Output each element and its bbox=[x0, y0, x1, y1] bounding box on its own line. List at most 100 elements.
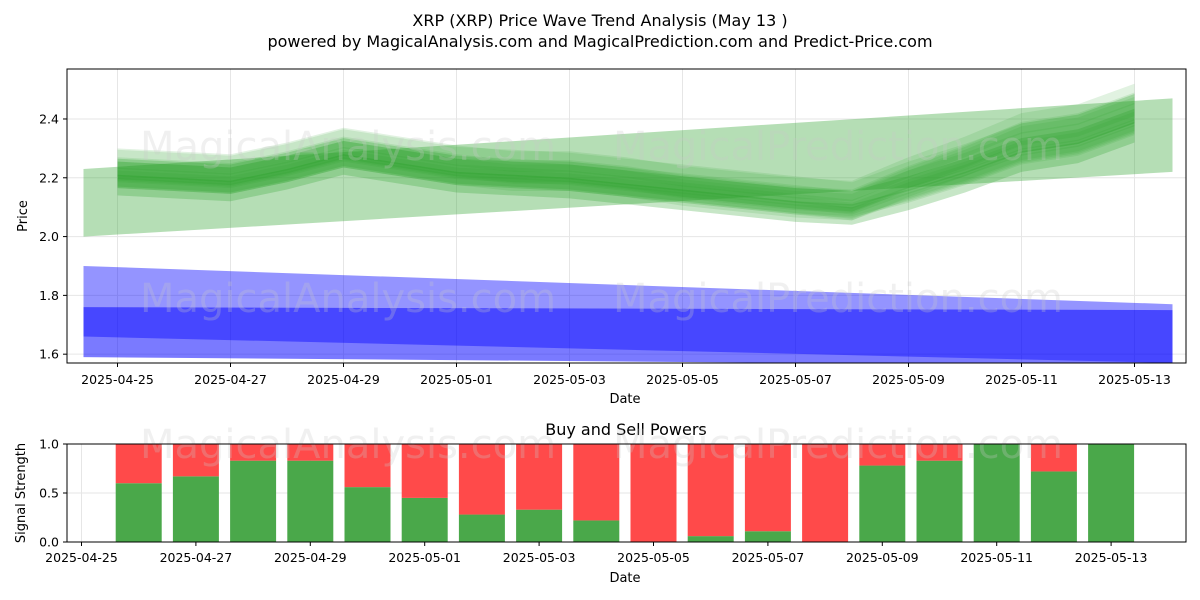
price-x-tick-label: 2025-05-01 bbox=[420, 372, 493, 387]
buy-power-bar bbox=[115, 483, 162, 542]
buy-power-bar bbox=[973, 444, 1020, 542]
price-x-tick-label: 2025-04-29 bbox=[307, 372, 380, 387]
signal-x-tick-label: 2025-05-03 bbox=[503, 550, 576, 565]
green-wave-ribbon bbox=[117, 92, 1135, 202]
price-x-tick-label: 2025-05-07 bbox=[759, 372, 832, 387]
price-y-axis-label: Price bbox=[16, 200, 31, 232]
signal-x-tick-label: 2025-05-13 bbox=[1075, 550, 1148, 565]
green-wave-ribbon bbox=[117, 108, 1135, 206]
buy-power-bar bbox=[458, 514, 505, 542]
signal-chart-title: Buy and Sell Powers bbox=[545, 420, 707, 439]
sell-power-bar bbox=[401, 444, 448, 498]
price-waves bbox=[117, 83, 1135, 225]
buy-power-bar bbox=[516, 509, 563, 542]
price-y-tick-label: 1.8 bbox=[39, 288, 59, 303]
watermark-text: MagicalPrediction.com bbox=[613, 276, 1063, 322]
buy-power-bar bbox=[687, 536, 734, 542]
buy-power-bar bbox=[916, 460, 963, 542]
green-wave-ribbon bbox=[117, 96, 1135, 221]
buy-power-bar bbox=[344, 487, 391, 542]
sell-power-bar bbox=[859, 444, 906, 466]
buy-power-bar bbox=[287, 460, 334, 542]
price-bands bbox=[83, 98, 1173, 363]
signal-y-axis-label: Signal Strength bbox=[14, 443, 29, 543]
buy-power-bar bbox=[401, 497, 448, 542]
price-x-tick-label: 2025-05-11 bbox=[985, 372, 1058, 387]
sell-power-bar bbox=[172, 444, 219, 477]
signal-x-tick-label: 2025-05-01 bbox=[388, 550, 461, 565]
sell-power-bar bbox=[115, 444, 162, 484]
buy-power-bar bbox=[744, 531, 791, 542]
green-wave-ribbon bbox=[117, 124, 1135, 225]
chart-subtitle: powered by MagicalAnalysis.com and Magic… bbox=[267, 32, 932, 51]
signal-x-tick-label: 2025-04-29 bbox=[274, 550, 347, 565]
price-x-tick-label: 2025-05-13 bbox=[1098, 372, 1171, 387]
price-x-tick-label: 2025-05-09 bbox=[872, 372, 945, 387]
price-y-tick-label: 2.0 bbox=[39, 229, 59, 244]
sell-power-bar bbox=[458, 444, 505, 515]
price-y-tick-label: 2.2 bbox=[39, 170, 59, 185]
sell-power-bar bbox=[630, 444, 677, 542]
buy-power-bar bbox=[1088, 444, 1135, 542]
price-x-tick-label: 2025-04-25 bbox=[81, 372, 154, 387]
green-trend-band bbox=[83, 98, 1173, 237]
buy-power-bar bbox=[573, 520, 620, 542]
green-wave-ribbon bbox=[117, 121, 1135, 216]
price-x-tick-label: 2025-04-27 bbox=[194, 372, 267, 387]
blue-trend-band bbox=[83, 307, 1173, 363]
signal-x-tick-label: 2025-04-25 bbox=[45, 550, 118, 565]
signal-x-tick-label: 2025-05-11 bbox=[960, 550, 1033, 565]
price-x-tick-label: 2025-05-03 bbox=[533, 372, 606, 387]
signal-x-tick-label: 2025-04-27 bbox=[160, 550, 233, 565]
green-wave-ribbon bbox=[117, 94, 1135, 209]
signal-y-tick-label: 1.0 bbox=[39, 437, 59, 452]
green-wave-ribbon bbox=[117, 102, 1135, 212]
signal-y-axis: 0.0 0.5 1.0 bbox=[39, 437, 67, 550]
green-wave-ribbon bbox=[117, 114, 1135, 221]
sell-power-bar bbox=[802, 444, 849, 542]
price-plot-frame bbox=[66, 68, 1187, 364]
signal-y-tick-label: 0.0 bbox=[39, 535, 59, 550]
sell-power-bar bbox=[1030, 444, 1077, 472]
watermark-text: MagicalPrediction.com bbox=[613, 124, 1063, 170]
green-wave-ribbon bbox=[117, 108, 1135, 218]
buy-power-bar bbox=[1030, 471, 1077, 542]
sell-power-bar bbox=[573, 444, 620, 521]
price-y-axis: 1.6 1.8 2.0 2.2 2.4 bbox=[39, 111, 67, 362]
signal-watermarks: MagicalAnalysis.com MagicalPrediction.com bbox=[140, 422, 1063, 468]
price-y-tick-label: 2.4 bbox=[39, 111, 59, 126]
green-wave-ribbon bbox=[117, 121, 1135, 225]
sell-power-bar bbox=[516, 444, 563, 510]
signal-x-axis: 2025-04-25 2025-04-27 2025-04-29 2025-05-01… bbox=[45, 542, 1147, 565]
buy-power-bar bbox=[859, 465, 906, 542]
watermark-text: MagicalAnalysis.com bbox=[140, 422, 556, 468]
signal-x-tick-label: 2025-05-07 bbox=[732, 550, 805, 565]
signal-y-tick-label: 0.5 bbox=[39, 486, 59, 501]
price-x-tick-label: 2025-05-05 bbox=[646, 372, 719, 387]
sell-power-bar bbox=[744, 444, 791, 532]
signal-x-tick-label: 2025-05-05 bbox=[617, 550, 690, 565]
price-x-axis: 2025-04-25 2025-04-27 2025-04-29 2025-05-01… bbox=[81, 363, 1171, 387]
watermark-text: MagicalAnalysis.com bbox=[140, 276, 556, 322]
sell-power-bar bbox=[230, 444, 277, 461]
green-wave-ribbon bbox=[117, 111, 1135, 215]
signal-x-axis-label: Date bbox=[609, 571, 640, 586]
watermark-text: MagicalPrediction.com bbox=[613, 422, 1063, 468]
chart-title: XRP (XRP) Price Wave Trend Analysis (May… bbox=[412, 11, 787, 30]
signal-x-tick-label: 2025-05-09 bbox=[846, 550, 919, 565]
sell-power-bar bbox=[916, 444, 963, 461]
buy-power-bar bbox=[230, 460, 277, 542]
green-wave-ribbon bbox=[117, 83, 1135, 199]
sell-power-bar bbox=[287, 444, 334, 461]
green-wave-ribbon bbox=[117, 119, 1135, 219]
price-watermarks: MagicalAnalysis.com MagicalPrediction.com… bbox=[140, 124, 1063, 322]
sell-power-bar bbox=[687, 444, 734, 537]
watermark-text: MagicalAnalysis.com bbox=[140, 124, 556, 170]
price-x-axis-label: Date bbox=[609, 392, 640, 407]
green-wave-ribbon bbox=[117, 101, 1135, 214]
buy-power-bar bbox=[172, 476, 219, 542]
price-y-tick-label: 1.6 bbox=[39, 347, 59, 362]
signal-bars bbox=[115, 444, 1135, 542]
sell-power-bar bbox=[344, 444, 391, 488]
